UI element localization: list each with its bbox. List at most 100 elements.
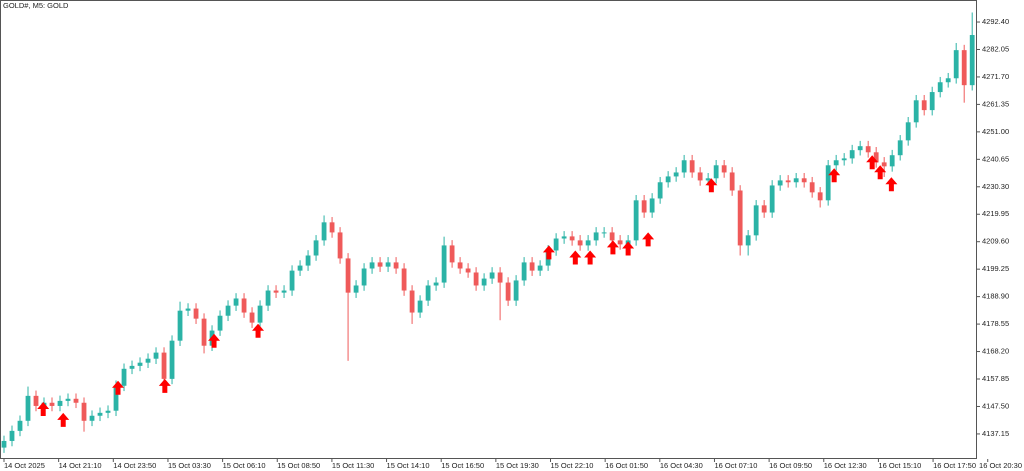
- candle-body: [913, 100, 919, 123]
- candle-body: [281, 290, 287, 293]
- candle-body: [793, 178, 799, 183]
- candle-body: [945, 78, 951, 83]
- candle-body: [497, 272, 503, 283]
- candle-body: [657, 182, 663, 199]
- buy-signal-arrow: [37, 401, 50, 416]
- x-tick-label: 15 Oct 14:10: [387, 461, 430, 470]
- x-tick-label: 15 Oct 03:30: [168, 461, 211, 470]
- candle-body: [849, 150, 855, 159]
- candle-body: [473, 272, 479, 286]
- candle-body: [689, 160, 695, 173]
- x-tick-label: 16 Oct 12:30: [824, 461, 867, 470]
- candle-body: [649, 198, 655, 213]
- x-tick-label: 15 Oct 11:30: [332, 461, 374, 470]
- candle-body: [265, 290, 271, 306]
- candle-body: [937, 82, 943, 93]
- candle-body: [897, 140, 903, 156]
- candle-body: [641, 200, 647, 213]
- candle-body: [105, 410, 111, 413]
- candle-body: [89, 415, 95, 421]
- buy-signal-arrow: [866, 155, 879, 170]
- candle-body: [409, 290, 415, 313]
- buy-signal-arrow: [252, 323, 265, 338]
- candle-body: [785, 180, 791, 183]
- candle-body: [905, 122, 911, 141]
- candle-body: [313, 240, 319, 256]
- y-tick-label: 4282.05: [982, 44, 1009, 53]
- candle-body: [129, 365, 135, 369]
- candle-body: [681, 160, 687, 173]
- candle-body: [673, 172, 679, 177]
- buy-signal-arrow: [542, 245, 555, 260]
- y-tick-label: 4168.20: [982, 347, 1009, 356]
- candle-body: [745, 235, 751, 246]
- y-tick-label: 4188.90: [982, 292, 1009, 301]
- candle-body: [425, 285, 431, 301]
- candle-body: [465, 268, 471, 273]
- x-tick-label: 16 Oct 04:30: [660, 461, 703, 470]
- candle-body: [153, 352, 159, 359]
- buy-signal-arrow: [584, 250, 597, 265]
- candle-body: [729, 172, 735, 191]
- candle-body: [81, 402, 87, 421]
- candle-body: [593, 232, 599, 241]
- candle-body: [833, 160, 839, 166]
- candle-body: [873, 152, 879, 163]
- candle-body: [889, 155, 895, 167]
- candle-body: [929, 92, 935, 111]
- candle-body: [193, 308, 199, 319]
- buy-signal-arrow: [622, 241, 635, 256]
- candle-body: [1, 440, 7, 448]
- candle-body: [377, 262, 383, 267]
- candle-body: [777, 180, 783, 186]
- candle-body: [49, 402, 55, 406]
- buy-signal-arrow: [642, 232, 655, 247]
- candle-body: [737, 190, 743, 246]
- y-tick-label: 4261.35: [982, 99, 1009, 108]
- candle-body: [273, 290, 279, 293]
- y-tick-label: 4199.25: [982, 264, 1009, 273]
- candle-body: [505, 282, 511, 301]
- candle-body: [225, 305, 231, 316]
- candle-body: [569, 236, 575, 241]
- x-tick-label: 15 Oct 19:30: [496, 461, 539, 470]
- x-tick-label: 14 Oct 23:50: [113, 461, 156, 470]
- y-tick-label: 4147.50: [982, 401, 1009, 410]
- candle-body: [521, 262, 527, 281]
- candle-body: [393, 262, 399, 269]
- candle-body: [401, 268, 407, 291]
- candle-body: [529, 262, 535, 271]
- candle-body: [489, 272, 495, 279]
- candle-body: [601, 232, 607, 234]
- candle-body: [561, 236, 567, 239]
- candle-body: [329, 222, 335, 233]
- candle-body: [817, 192, 823, 201]
- candle-body: [537, 265, 543, 271]
- candle-body: [201, 318, 207, 346]
- candle-body: [17, 420, 23, 431]
- candle-body: [617, 240, 623, 245]
- buy-signal-arrow: [705, 178, 718, 193]
- y-tick-label: 4209.60: [982, 237, 1009, 246]
- candle-body: [449, 245, 455, 263]
- y-tick-label: 4292.40: [982, 17, 1009, 26]
- candle-body: [121, 368, 127, 386]
- candle-body: [337, 232, 343, 259]
- x-tick-label: 14 Oct 2025: [4, 461, 45, 470]
- x-tick-label: 15 Oct 08:50: [277, 461, 320, 470]
- candle-body: [801, 178, 807, 183]
- buy-signal-arrow: [874, 165, 887, 180]
- candle-body: [633, 200, 639, 241]
- candle-body: [97, 412, 103, 416]
- candle-body: [953, 50, 959, 79]
- x-tick-label: 16 Oct 01:50: [605, 461, 648, 470]
- buy-signal-arrow: [112, 380, 125, 395]
- candle-body: [665, 176, 671, 183]
- candle-body: [609, 232, 615, 241]
- x-tick-label: 16 Oct 07:10: [714, 461, 757, 470]
- candle-body: [241, 298, 247, 313]
- candle-body: [441, 245, 447, 283]
- x-tick-label: 15 Oct 22:10: [551, 461, 594, 470]
- buy-signal-arrow: [828, 168, 841, 183]
- candle-body: [769, 185, 775, 213]
